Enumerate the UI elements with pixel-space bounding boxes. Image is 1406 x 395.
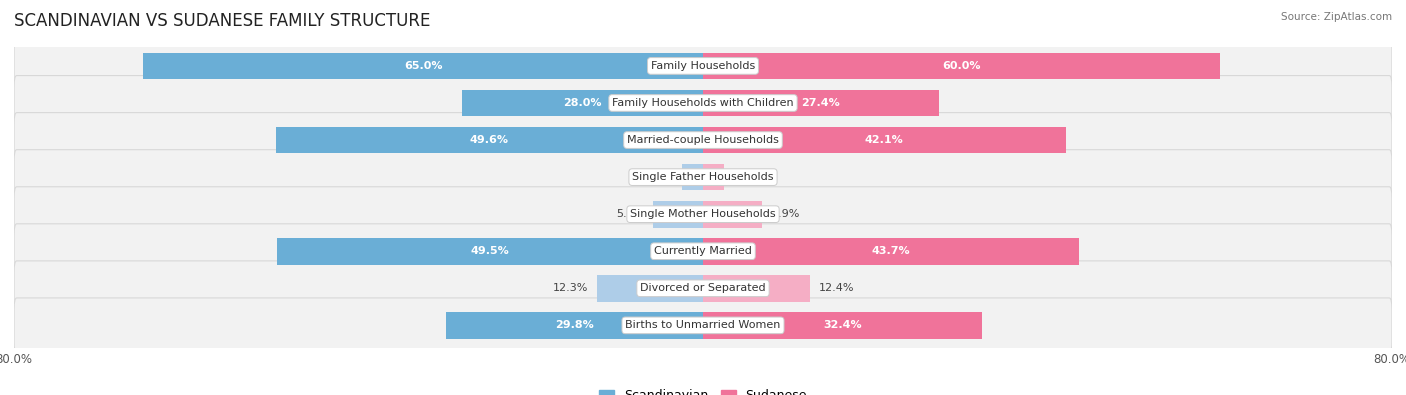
Text: 12.3%: 12.3% [553,283,589,293]
Text: 2.4%: 2.4% [645,172,673,182]
Text: Divorced or Separated: Divorced or Separated [640,283,766,293]
FancyBboxPatch shape [14,261,1392,316]
Bar [703,53,1219,79]
Text: 42.1%: 42.1% [865,135,904,145]
Bar [277,238,703,265]
Bar [276,127,703,153]
Bar [703,201,762,228]
Text: 12.4%: 12.4% [818,283,853,293]
Bar [703,127,1066,153]
Bar [703,90,939,117]
Text: 2.4%: 2.4% [733,172,761,182]
Text: Single Father Households: Single Father Households [633,172,773,182]
Bar [703,238,1080,265]
FancyBboxPatch shape [14,187,1392,242]
Bar [703,275,810,302]
Bar [143,53,703,79]
FancyBboxPatch shape [14,38,1392,93]
Text: Family Households: Family Households [651,61,755,71]
FancyBboxPatch shape [14,224,1392,278]
Text: 49.5%: 49.5% [471,246,509,256]
Text: 43.7%: 43.7% [872,246,911,256]
Bar [598,275,703,302]
Text: Births to Unmarried Women: Births to Unmarried Women [626,320,780,330]
Bar [703,312,981,339]
FancyBboxPatch shape [14,150,1392,205]
Text: Currently Married: Currently Married [654,246,752,256]
Text: 29.8%: 29.8% [555,320,595,330]
Text: Source: ZipAtlas.com: Source: ZipAtlas.com [1281,12,1392,22]
Text: 49.6%: 49.6% [470,135,509,145]
Text: 65.0%: 65.0% [404,61,443,71]
FancyBboxPatch shape [14,113,1392,167]
Text: 6.9%: 6.9% [770,209,800,219]
Bar [703,164,724,190]
Legend: Scandinavian, Sudanese: Scandinavian, Sudanese [593,384,813,395]
Text: Single Mother Households: Single Mother Households [630,209,776,219]
Text: 28.0%: 28.0% [564,98,602,108]
Bar [682,164,703,190]
Text: 27.4%: 27.4% [801,98,841,108]
Text: SCANDINAVIAN VS SUDANESE FAMILY STRUCTURE: SCANDINAVIAN VS SUDANESE FAMILY STRUCTUR… [14,12,430,30]
Text: 5.8%: 5.8% [616,209,644,219]
Text: Family Households with Children: Family Households with Children [612,98,794,108]
Bar [652,201,703,228]
Bar [446,312,703,339]
Text: 60.0%: 60.0% [942,61,980,71]
Text: 32.4%: 32.4% [823,320,862,330]
Bar [461,90,703,117]
FancyBboxPatch shape [14,298,1392,353]
FancyBboxPatch shape [14,75,1392,130]
Text: Married-couple Households: Married-couple Households [627,135,779,145]
